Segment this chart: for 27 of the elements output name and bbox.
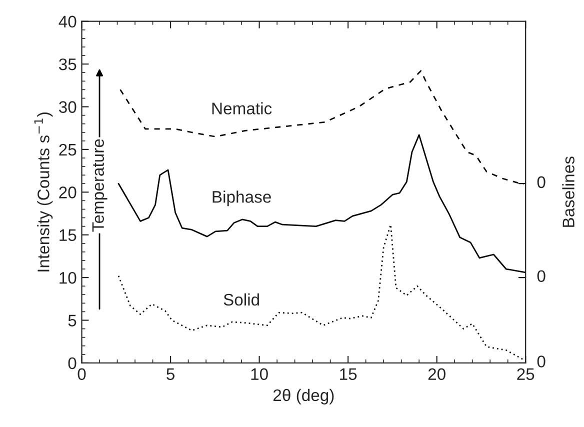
y-axis-title: Intensity (Counts s$^{−1}$)	[34, 112, 53, 272]
y-tick-label: 5	[68, 314, 76, 326]
x-axis-title: 2θ (deg)	[273, 388, 334, 404]
text: 0	[537, 176, 546, 188]
x-tick-label: 20	[428, 368, 446, 380]
text: 0	[537, 270, 546, 282]
x-tick-label: 15	[340, 368, 357, 380]
y-tick-label: 30	[59, 101, 76, 113]
y-tick-label: 40	[58, 16, 76, 28]
series-label: Nematic	[212, 102, 272, 114]
series-label: Solid	[224, 293, 259, 306]
line-series	[118, 224, 526, 362]
annotation: Temperature	[92, 139, 108, 232]
x-tick-label: 5	[166, 368, 174, 380]
x-tick-label: 0	[78, 368, 86, 380]
x-tick-label: 25	[517, 368, 534, 380]
y-tick-label: 10	[60, 272, 76, 284]
y-tick-label: 25	[59, 144, 76, 156]
series-label: Biphase	[212, 190, 271, 206]
text: 0	[537, 356, 546, 368]
y-tick-label: 20	[59, 186, 76, 198]
y2-axis-title: Baselines	[562, 156, 574, 227]
y-tick-label: 35	[59, 58, 76, 70]
x-tick-label: 10	[251, 368, 268, 380]
y-tick-label: 0	[68, 357, 76, 370]
y-tick-label: 15	[60, 229, 76, 242]
line-series	[118, 134, 526, 274]
